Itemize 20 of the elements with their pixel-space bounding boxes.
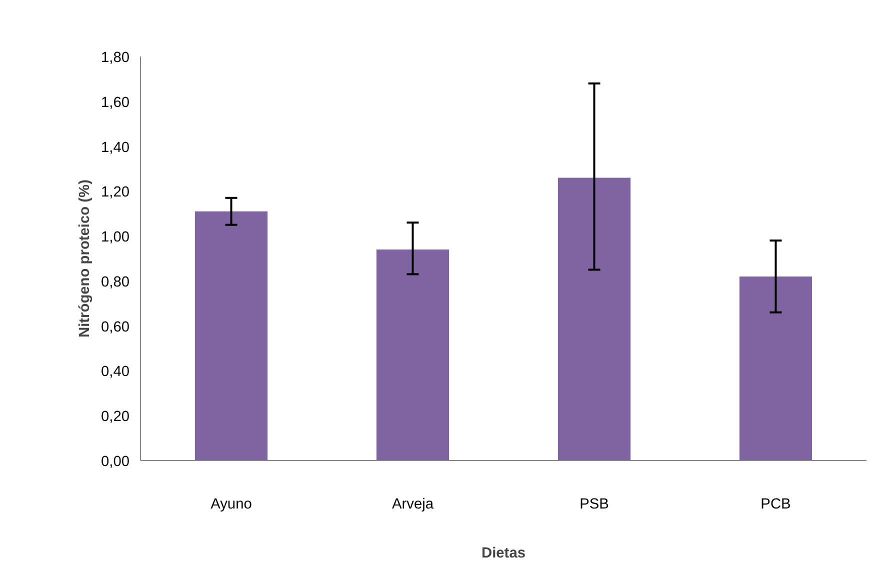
x-axis-title: Dietas	[482, 546, 526, 562]
y-tick-label: 1,80	[100, 50, 130, 66]
y-tick-label: 0,00	[100, 454, 130, 470]
y-tick-label: 0,80	[100, 274, 130, 290]
y-tick-label: 1,40	[100, 140, 130, 156]
bar	[376, 250, 450, 460]
y-tick-label: 0,20	[100, 409, 130, 426]
x-tick-label: Arveja	[392, 496, 434, 512]
y-tick-label: 0,60	[100, 319, 130, 336]
bar	[558, 178, 631, 460]
y-axis-title: Nitrógeno proteico (%)	[76, 179, 93, 338]
y-tick-label: 1,00	[100, 230, 130, 246]
y-tick-label: 1,20	[100, 184, 130, 201]
y-tick-label: 0,40	[100, 364, 130, 380]
y-tick-label: 1,60	[100, 94, 130, 111]
x-tick-label: Ayuno	[210, 496, 252, 512]
x-tick-label: PCB	[760, 496, 791, 512]
bar	[194, 211, 268, 460]
bar	[739, 276, 812, 460]
x-tick-label: PSB	[580, 496, 609, 512]
